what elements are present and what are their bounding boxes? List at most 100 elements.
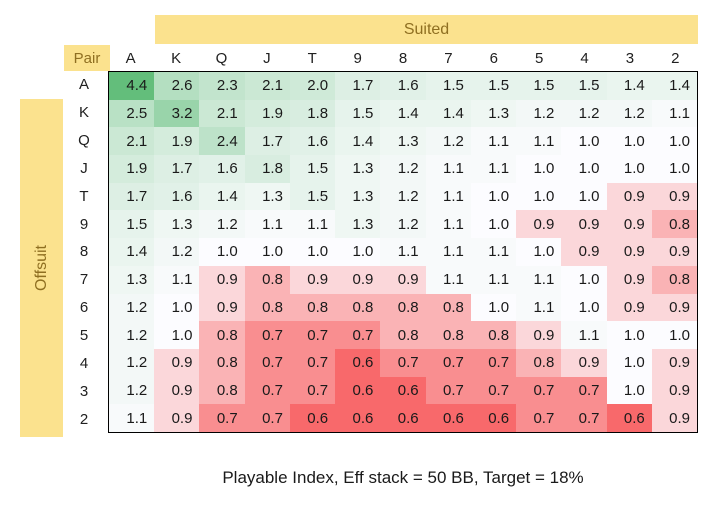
heatmap-cell[interactable]: 1.1 [244,210,290,239]
heatmap-cell[interactable]: 1.1 [425,238,471,266]
heatmap-cell[interactable]: 1.0 [470,293,517,322]
heatmap-cell[interactable]: 0.9 [651,348,697,377]
heatmap-cell[interactable]: 3.2 [154,99,200,128]
heatmap-cell[interactable]: 0.9 [606,238,652,266]
heatmap-cell[interactable]: 0.9 [561,348,607,377]
heatmap-cell[interactable]: 1.2 [516,99,562,128]
heatmap-cell[interactable]: 1.0 [470,210,517,239]
heatmap-cell[interactable]: 1.2 [199,210,245,239]
heatmap-cell[interactable]: 1.1 [109,404,155,432]
heatmap-cell[interactable]: 1.1 [470,238,517,266]
heatmap-cell[interactable]: 0.7 [470,348,517,377]
heatmap-cell[interactable]: 1.0 [606,155,652,183]
heatmap-cell[interactable]: 1.4 [380,99,426,128]
heatmap-cell[interactable]: 0.8 [425,293,471,322]
heatmap-cell[interactable]: 1.1 [516,127,562,156]
heatmap-cell[interactable]: 1.8 [289,99,336,128]
heatmap-cell[interactable]: 0.7 [516,404,562,432]
heatmap-cell[interactable]: 0.7 [561,404,607,432]
heatmap-cell[interactable]: 1.9 [109,155,155,183]
heatmap-cell[interactable]: 0.7 [561,376,607,405]
heatmap-cell[interactable]: 1.2 [109,293,155,322]
heatmap-cell[interactable]: 0.9 [516,210,562,239]
heatmap-cell[interactable]: 0.8 [289,293,336,322]
heatmap-cell[interactable]: 1.2 [109,348,155,377]
heatmap-cell[interactable]: 1.0 [606,348,652,377]
heatmap-cell[interactable]: 0.8 [199,321,245,349]
heatmap-cell[interactable]: 1.6 [199,155,245,183]
heatmap-cell[interactable]: 0.8 [470,321,517,349]
heatmap-cell[interactable]: 0.6 [606,404,652,432]
heatmap-cell[interactable]: 0.7 [380,348,426,377]
heatmap-cell[interactable]: 0.9 [651,376,697,405]
heatmap-cell[interactable]: 0.9 [606,265,652,294]
heatmap-cell[interactable]: 0.6 [380,376,426,405]
heatmap-cell[interactable]: 0.9 [606,293,652,322]
heatmap-cell[interactable]: 1.3 [109,265,155,294]
heatmap-cell[interactable]: 0.9 [651,182,697,211]
heatmap-cell[interactable]: 2.3 [199,72,245,100]
heatmap-cell[interactable]: 0.9 [606,182,652,211]
heatmap-cell[interactable]: 1.0 [606,321,652,349]
heatmap-cell[interactable]: 1.2 [380,182,426,211]
heatmap-cell[interactable]: 1.0 [561,293,607,322]
heatmap-cell[interactable]: 1.2 [425,127,471,156]
heatmap-cell[interactable]: 0.8 [244,293,290,322]
heatmap-cell[interactable]: 0.6 [380,404,426,432]
heatmap-cell[interactable]: 1.0 [651,321,697,349]
heatmap-cell[interactable]: 0.6 [425,404,471,432]
heatmap-cell[interactable]: 1.1 [470,127,517,156]
heatmap-cell[interactable]: 0.7 [244,348,290,377]
heatmap-cell[interactable]: 0.9 [651,404,697,432]
heatmap-cell[interactable]: 1.0 [154,293,200,322]
heatmap-cell[interactable]: 1.0 [470,182,517,211]
heatmap-cell[interactable]: 1.3 [380,127,426,156]
heatmap-cell[interactable]: 1.2 [380,155,426,183]
heatmap-cell[interactable]: 0.8 [199,376,245,405]
heatmap-cell[interactable]: 1.4 [199,182,245,211]
heatmap-cell[interactable]: 0.9 [606,210,652,239]
heatmap-cell[interactable]: 0.9 [289,265,336,294]
heatmap-cell[interactable]: 1.0 [561,182,607,211]
heatmap-cell[interactable]: 0.8 [651,265,697,294]
heatmap-cell[interactable]: 1.2 [606,99,652,128]
heatmap-cell[interactable]: 1.8 [244,155,290,183]
heatmap-cell[interactable]: 0.7 [335,321,381,349]
heatmap-cell[interactable]: 1.1 [154,265,200,294]
heatmap-cell[interactable]: 2.0 [289,72,336,100]
heatmap-cell[interactable]: 1.5 [109,210,155,239]
heatmap-cell[interactable]: 0.6 [335,404,381,432]
heatmap-cell[interactable]: 1.7 [244,127,290,156]
heatmap-cell[interactable]: 1.4 [109,238,155,266]
heatmap-cell[interactable]: 1.6 [154,182,200,211]
heatmap-cell[interactable]: 0.7 [516,376,562,405]
heatmap-cell[interactable]: 1.0 [516,182,562,211]
heatmap-cell[interactable]: 1.7 [335,72,381,100]
heatmap-cell[interactable]: 1.0 [606,127,652,156]
heatmap-cell[interactable]: 1.1 [425,210,471,239]
heatmap-cell[interactable]: 1.3 [244,182,290,211]
heatmap-cell[interactable]: 1.1 [380,238,426,266]
heatmap-cell[interactable]: 0.8 [199,348,245,377]
heatmap-cell[interactable]: 1.5 [561,72,607,100]
heatmap-cell[interactable]: 0.7 [244,404,290,432]
heatmap-cell[interactable]: 1.3 [335,155,381,183]
heatmap-cell[interactable]: 0.8 [335,293,381,322]
heatmap-cell[interactable]: 1.0 [154,321,200,349]
heatmap-cell[interactable]: 2.6 [154,72,200,100]
heatmap-cell[interactable]: 1.1 [516,293,562,322]
heatmap-cell[interactable]: 1.2 [109,376,155,405]
heatmap-cell[interactable]: 0.9 [154,404,200,432]
heatmap-cell[interactable]: 0.7 [199,404,245,432]
heatmap-cell[interactable]: 1.7 [109,182,155,211]
heatmap-cell[interactable]: 1.6 [289,127,336,156]
heatmap-cell[interactable]: 1.2 [561,99,607,128]
heatmap-cell[interactable]: 0.6 [289,404,336,432]
heatmap-cell[interactable]: 0.7 [289,376,336,405]
heatmap-cell[interactable]: 2.4 [199,127,245,156]
heatmap-cell[interactable]: 0.9 [335,265,381,294]
heatmap-cell[interactable]: 1.1 [425,155,471,183]
heatmap-cell[interactable]: 1.5 [289,155,336,183]
heatmap-cell[interactable]: 2.1 [109,127,155,156]
heatmap-cell[interactable]: 0.9 [154,376,200,405]
